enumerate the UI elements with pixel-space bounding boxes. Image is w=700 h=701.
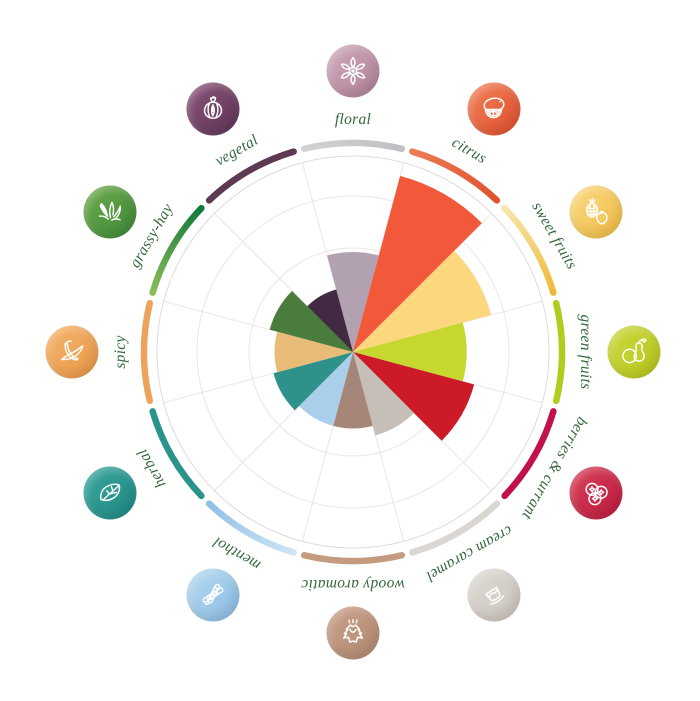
band-arc-cream-caramel <box>409 500 501 556</box>
category-icon-citrus[interactable] <box>467 82 520 136</box>
band-arc-floral <box>300 139 406 153</box>
wedge-vegetal[interactable] <box>307 289 353 352</box>
band-arc-green-fruits <box>552 299 566 405</box>
wedge-grassy-hay[interactable] <box>269 291 353 352</box>
flower-icon <box>336 54 371 89</box>
band-arc-woody-aromatic <box>300 551 406 565</box>
category-icon-berries-currant[interactable] <box>569 466 623 519</box>
band-arc-spicy <box>140 299 154 405</box>
grass-icon <box>92 194 127 229</box>
band-arc-berries-currant <box>501 408 557 500</box>
candy-canes-icon <box>195 578 230 613</box>
category-icon-grassy-hay[interactable] <box>83 185 137 238</box>
wedge-menthol[interactable] <box>298 352 353 426</box>
category-icon-vegetal[interactable] <box>186 82 239 136</box>
wedge-spicy[interactable] <box>274 331 353 373</box>
category-icon-menthol[interactable] <box>186 568 239 622</box>
category-icon-woody-aromatic[interactable] <box>326 606 380 660</box>
category-label-woody-aromatic: woody aromatic <box>301 576 405 593</box>
category-label-floral: floral <box>334 111 372 128</box>
wedge-citrus[interactable] <box>353 175 482 352</box>
pear-apple-icon <box>617 335 652 370</box>
band-arc-menthol <box>205 500 297 556</box>
grid-ring <box>196 195 510 509</box>
category-icon-spicy[interactable] <box>45 325 99 379</box>
wedge-green-fruits[interactable] <box>353 322 467 382</box>
wedge-woody-aromatic[interactable] <box>333 352 373 429</box>
category-icon-cream-caramel[interactable] <box>467 568 520 622</box>
wedge-sweet-fruits[interactable] <box>353 250 492 352</box>
flan-icon <box>476 578 511 613</box>
band-arc-herbal <box>149 408 205 500</box>
wedge-floral[interactable] <box>327 252 379 352</box>
category-icon-green-fruits[interactable] <box>607 325 661 379</box>
chili-icon <box>55 335 90 370</box>
band-arc-sweet-fruits <box>501 204 557 296</box>
band-arc-vegetal <box>205 148 297 204</box>
category-label-green-fruits: green fruits <box>577 314 594 390</box>
lemon-icon <box>476 91 511 126</box>
wedge-herbal[interactable] <box>273 352 353 411</box>
onion-icon <box>195 91 230 126</box>
category-icon-herbal[interactable] <box>83 466 137 519</box>
grid-ring <box>156 155 550 549</box>
category-label-spicy: spicy <box>112 335 129 369</box>
wedge-berries-currant[interactable] <box>353 352 475 441</box>
band-arc-grassy-hay <box>149 204 205 296</box>
leaf-icon <box>92 475 127 510</box>
band-arc-citrus <box>409 148 501 204</box>
category-icon-sweet-fruits[interactable] <box>569 185 623 238</box>
category-icon-floral[interactable] <box>326 44 380 98</box>
wedge-cream-caramel[interactable] <box>353 352 414 436</box>
pineapple-strawberry-icon <box>579 194 614 229</box>
pine-trees-icon <box>336 616 371 651</box>
berries-icon <box>579 475 614 510</box>
